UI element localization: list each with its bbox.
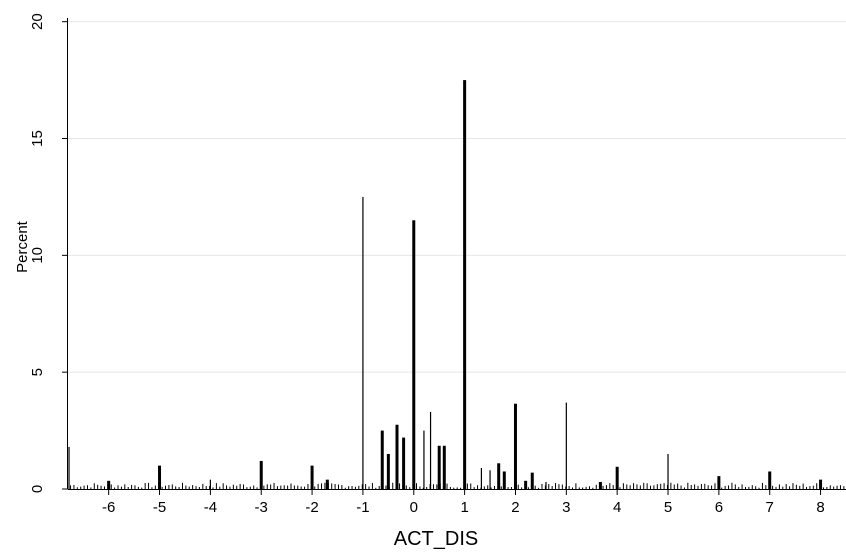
bar — [402, 437, 406, 489]
bar — [717, 476, 721, 489]
bar — [502, 471, 506, 489]
bar — [442, 445, 446, 489]
y-tick-label: 20 — [29, 13, 46, 30]
y-tick-label: 15 — [29, 130, 46, 147]
bar — [819, 479, 823, 489]
bar — [259, 460, 263, 489]
bar — [513, 403, 517, 489]
bar — [437, 445, 441, 489]
x-tick-label: 8 — [816, 499, 824, 516]
bar — [489, 470, 491, 489]
bar — [429, 411, 432, 489]
bar — [497, 463, 501, 489]
x-tick-label: 4 — [613, 499, 621, 516]
bar — [463, 80, 467, 489]
y-axis-ticks: 0 5 10 15 20 — [29, 13, 68, 493]
x-tick-label: 2 — [511, 499, 519, 516]
x-axis-title: ACT_DIS — [394, 528, 478, 550]
bar — [209, 479, 211, 489]
bar — [598, 481, 602, 489]
x-tick-label: -4 — [204, 499, 217, 516]
bar — [615, 466, 619, 489]
y-axis-title: Percent — [14, 220, 31, 273]
x-tick-label: -3 — [255, 499, 268, 516]
grid-lines — [68, 21, 846, 373]
bar — [423, 430, 425, 489]
bar — [325, 479, 329, 489]
bar — [107, 480, 111, 489]
bar — [524, 480, 528, 489]
bar — [545, 481, 547, 489]
bar — [158, 465, 162, 489]
bar — [395, 424, 399, 489]
y-tick-label: 10 — [29, 247, 46, 264]
bar — [380, 430, 384, 489]
bar — [530, 472, 534, 489]
x-tick-label: 5 — [664, 499, 672, 516]
bar — [362, 196, 364, 490]
x-axis-ticks: -6 -5 -4 -3 -2 -1 0 1 2 3 4 5 6 7 8 — [102, 489, 825, 516]
x-tick-label: 3 — [562, 499, 570, 516]
x-tick-label: -2 — [305, 499, 318, 516]
x-tick-label: 0 — [410, 499, 418, 516]
bars — [68, 80, 823, 490]
bar — [768, 471, 772, 489]
y-tick-label: 0 — [29, 485, 46, 493]
x-tick-label: -1 — [356, 499, 369, 516]
bar — [386, 453, 390, 489]
x-tick-label: 7 — [766, 499, 774, 516]
x-tick-label: 1 — [460, 499, 468, 516]
bar — [412, 220, 416, 490]
x-tick-label: 6 — [715, 499, 723, 516]
minor-bars — [70, 482, 845, 489]
y-tick-label: 5 — [29, 368, 46, 376]
x-tick-label: -6 — [102, 499, 115, 516]
bar — [68, 446, 70, 489]
bar — [565, 402, 567, 489]
x-tick-label: -5 — [153, 499, 166, 516]
bar — [480, 467, 483, 489]
bar — [310, 465, 314, 489]
bar — [667, 453, 669, 489]
